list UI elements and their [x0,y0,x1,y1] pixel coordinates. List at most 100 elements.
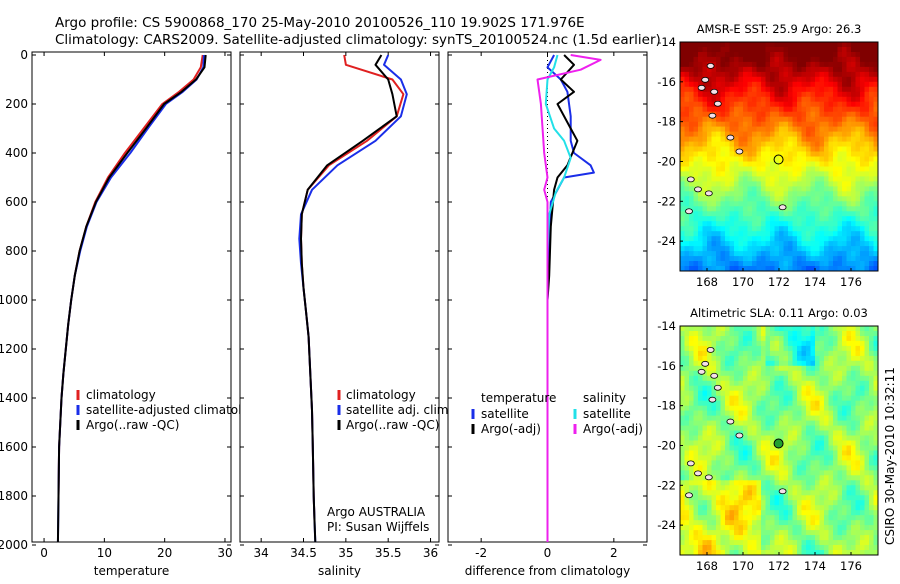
map-cell [846,370,852,377]
map-cell [873,236,878,242]
legend-label: Argo(-adj) [583,422,643,436]
map-cell [774,535,780,541]
map-cell [788,385,794,392]
map-cell [855,101,861,108]
map-cell [779,385,785,392]
map-cell [815,420,821,427]
map-cell [873,106,878,113]
map-cell [783,336,789,342]
map-cell [689,425,695,432]
map-cell [801,336,807,342]
map-cell [842,530,848,536]
map-cell [738,410,744,417]
map-cell [702,236,708,242]
map-cell [828,475,834,481]
map-cell [806,56,812,63]
map-cell [698,47,704,53]
map-cell [707,116,713,123]
map-cell [851,460,857,466]
map-cell [729,86,735,93]
map-cell [743,450,749,457]
map-cell [851,540,857,546]
map-cell [765,101,771,108]
map-cell [860,191,866,197]
map-cell [725,365,731,372]
map-cell [837,236,843,242]
map-cell [680,236,686,242]
map-cell [851,211,857,217]
map-cell [680,385,686,392]
map-cell [855,71,861,78]
map-cell [711,485,717,491]
map-cell [783,101,789,108]
map-cell [702,455,708,461]
map-cell [747,251,753,257]
map-cell [837,395,843,402]
map-cell [707,326,713,332]
map-cell [815,530,821,536]
map-cell [684,66,690,73]
map-cell [716,331,722,337]
map-cell [860,111,866,118]
map-cell [819,126,825,133]
map-cell [801,415,807,422]
map-cells [680,326,878,555]
map-cell [851,141,857,148]
map-cell [779,525,785,531]
map-cell [774,161,780,168]
map-cell [761,106,767,113]
map-cell [716,256,722,262]
map-cell [770,86,776,93]
map-cell [702,540,708,546]
map-cell [738,91,744,98]
map-cell [846,52,852,58]
map-cell [824,430,830,437]
map-cell [720,181,726,187]
map-cell [842,465,848,471]
map-cell [747,350,753,357]
map-cell [770,395,776,402]
map-cell [711,96,717,103]
map-cell [779,505,785,511]
map-cell [797,455,803,461]
map-cell [783,460,789,466]
map-cell [864,131,870,138]
map-cell [702,251,708,257]
map-cell [810,141,816,148]
map-cell [747,535,753,541]
map-cell [783,425,789,432]
map-cell [810,81,816,88]
map-cell [752,81,758,88]
map-cell [734,176,740,182]
map-cell [855,395,861,402]
map-cell [752,246,758,252]
map-cell [738,76,744,83]
map-cell [725,226,731,232]
map-cell [837,71,843,78]
map-cell [770,66,776,73]
map-cell [720,515,726,521]
map-cell [689,231,695,237]
map-cell [860,231,866,237]
map-cell [792,525,798,531]
map-cell [837,191,843,197]
map-cell [693,480,699,486]
map-cell [702,336,708,342]
map-cell [828,61,834,68]
map-cell [720,530,726,536]
map-cell [747,380,753,387]
map-cell [819,181,825,187]
map-cell [684,71,690,78]
map-cell [680,475,686,481]
map-cell [702,111,708,118]
map-cell [738,111,744,118]
map-cell [743,201,749,207]
map-cell [693,261,699,267]
map-cell [833,490,839,496]
map-cell [819,266,825,271]
map-cell [707,390,713,397]
map-cell [725,176,731,182]
map-cell [693,266,699,271]
map-cell [869,460,875,466]
map-cell [779,211,785,217]
